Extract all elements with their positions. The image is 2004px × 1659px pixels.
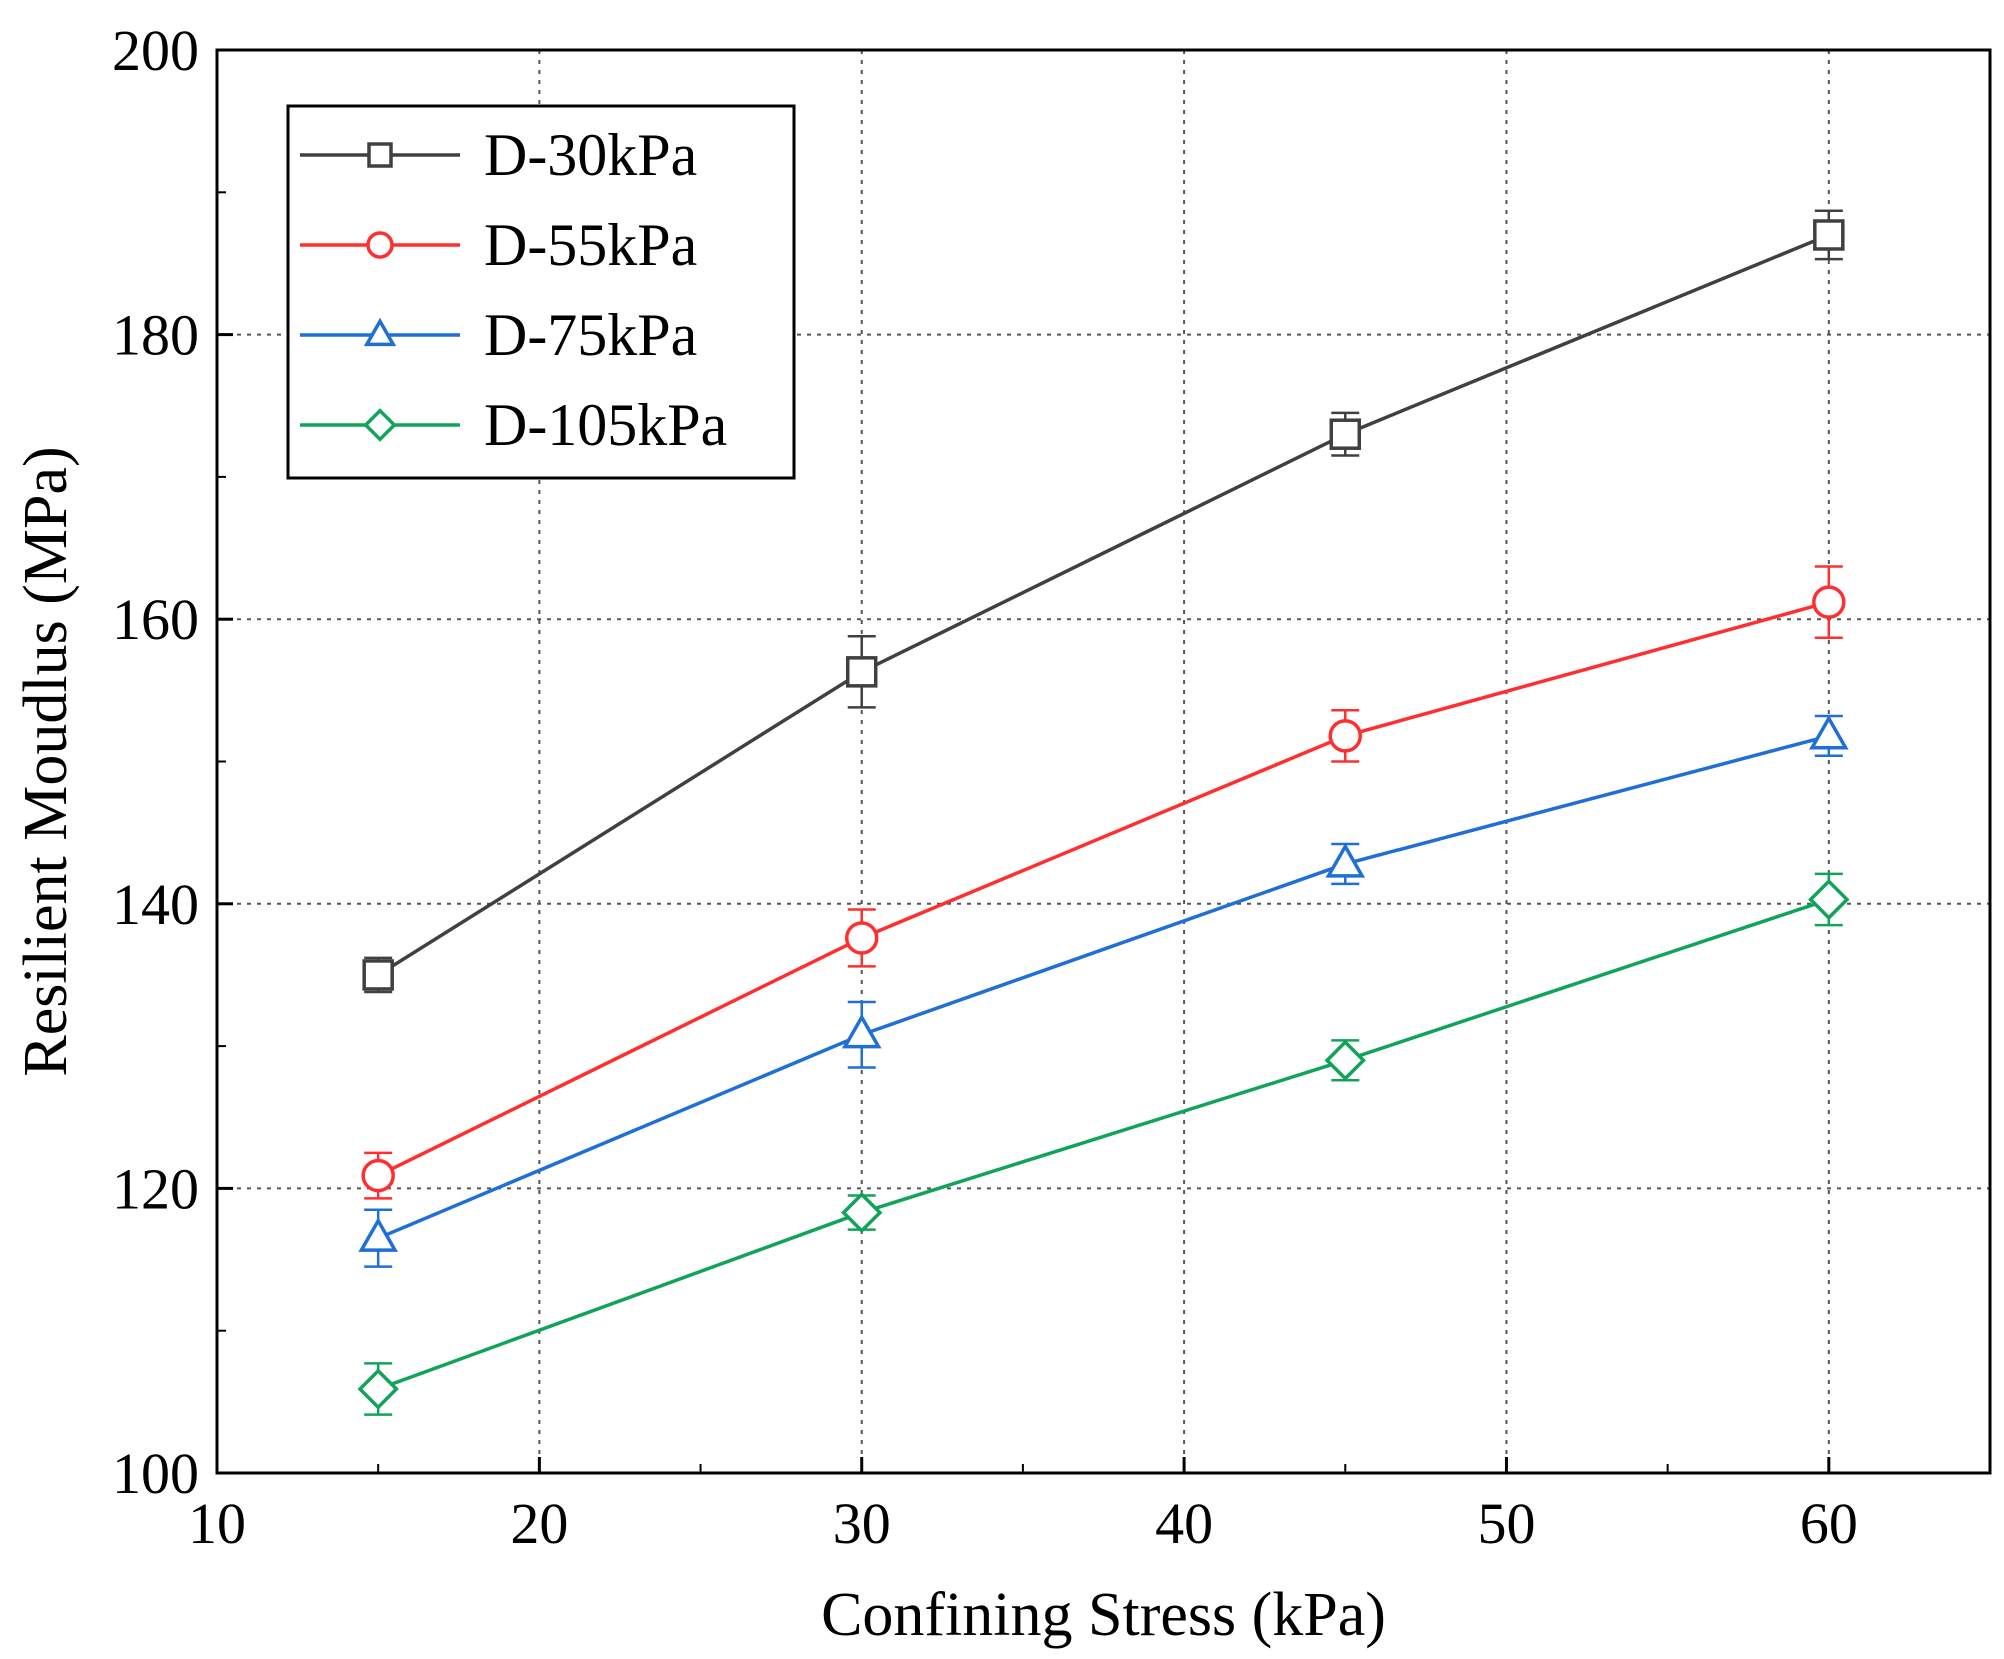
- data-point: [841, 1191, 883, 1234]
- series-D-75kPa: [358, 714, 1849, 1268]
- x-tick-label: 10: [188, 1491, 246, 1556]
- legend-label: D-105kPa: [484, 392, 727, 458]
- data-point: [841, 1013, 882, 1049]
- x-tick-label: 50: [1477, 1491, 1535, 1556]
- x-tick-label: 30: [833, 1491, 891, 1556]
- data-point: [844, 921, 879, 955]
- data-point: [845, 656, 878, 688]
- legend: D-30kPa D-55kPa D-75kPa D-105kPa: [286, 104, 796, 480]
- series-D-105kPa: [357, 872, 1850, 1416]
- data-point: [361, 1158, 395, 1193]
- series-line: [377, 897, 1830, 1391]
- legend-marker: [363, 408, 397, 442]
- series-line: [377, 600, 1830, 1178]
- data-point: [1324, 1039, 1366, 1082]
- legend-label: D-30kPa: [484, 122, 697, 188]
- data-point: [1813, 219, 1845, 251]
- data-point: [1328, 719, 1363, 753]
- data-point: [358, 1217, 398, 1252]
- data-point: [1325, 842, 1366, 878]
- series-D-30kPa: [362, 209, 1845, 994]
- data-point: [1812, 585, 1846, 619]
- legend-marker: [367, 142, 393, 168]
- x-axis-title: Confining Stress (kPa): [821, 1581, 1386, 1649]
- series-line: [377, 233, 1830, 977]
- data-point: [357, 1368, 399, 1410]
- y-tick-label: 160: [112, 587, 199, 652]
- series-layer: [357, 209, 1850, 1416]
- y-tick-label: 140: [112, 872, 199, 937]
- data-point: [1809, 714, 1849, 750]
- legend-marker: [366, 231, 394, 259]
- axis-ticks: 10 20 30 40 50 60 100 120 140 160 180 200: [112, 18, 1858, 1556]
- legend-label: D-75kPa: [484, 302, 697, 368]
- y-tick-label: 200: [112, 18, 199, 83]
- data-point: [1329, 418, 1362, 450]
- series-D-55kPa: [361, 565, 1846, 1200]
- legend-marker: [363, 317, 397, 347]
- y-tick-label: 180: [112, 303, 199, 368]
- series-line: [377, 734, 1830, 1240]
- y-axis-title: Resilient Moudlus (MPa): [12, 446, 80, 1076]
- data-point: [1808, 878, 1850, 921]
- x-tick-label: 60: [1800, 1491, 1858, 1556]
- legend-label: D-55kPa: [484, 212, 697, 278]
- y-tick-label: 100: [112, 1441, 199, 1506]
- data-point: [362, 959, 394, 991]
- grid-lines: [217, 50, 1990, 1473]
- y-tick-label: 120: [112, 1156, 199, 1221]
- x-tick-label: 20: [510, 1491, 568, 1556]
- x-tick-label: 40: [1155, 1491, 1213, 1556]
